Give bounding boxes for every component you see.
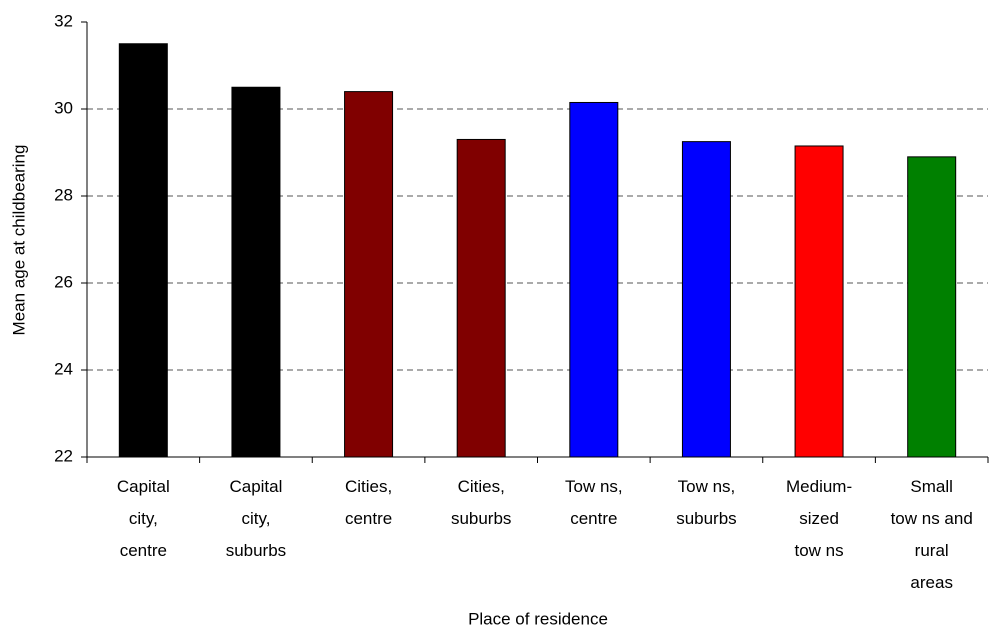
bar [681,141,731,458]
bar [907,156,957,458]
bar [794,145,844,458]
x-axis-label: Place of residence [468,609,608,628]
x-tick-label: Tow ns, suburbs [676,477,736,528]
y-tick-label: 24 [54,359,73,378]
bar [456,138,506,458]
bar [118,43,168,458]
x-tick-label: Capital city, centre [117,477,170,560]
y-tick-label: 22 [54,446,73,465]
y-tick-label: 26 [54,272,73,291]
bar [344,91,394,458]
x-tick-label: Small tow ns and rural areas [891,477,973,592]
y-tick-label: 28 [54,185,73,204]
x-tick-label: Cities, suburbs [451,477,511,528]
y-tick-label: 30 [54,98,73,117]
x-tick-label: Tow ns, centre [565,477,623,528]
x-tick-label: Capital city, suburbs [226,477,286,560]
bar [569,101,619,458]
x-tick-label: Medium-sized tow ns [786,477,852,560]
x-tick-label: Cities, centre [345,477,392,528]
y-axis-label: Mean age at childbearing [9,145,28,336]
y-tick-label: 32 [54,11,73,30]
bar [231,86,281,458]
